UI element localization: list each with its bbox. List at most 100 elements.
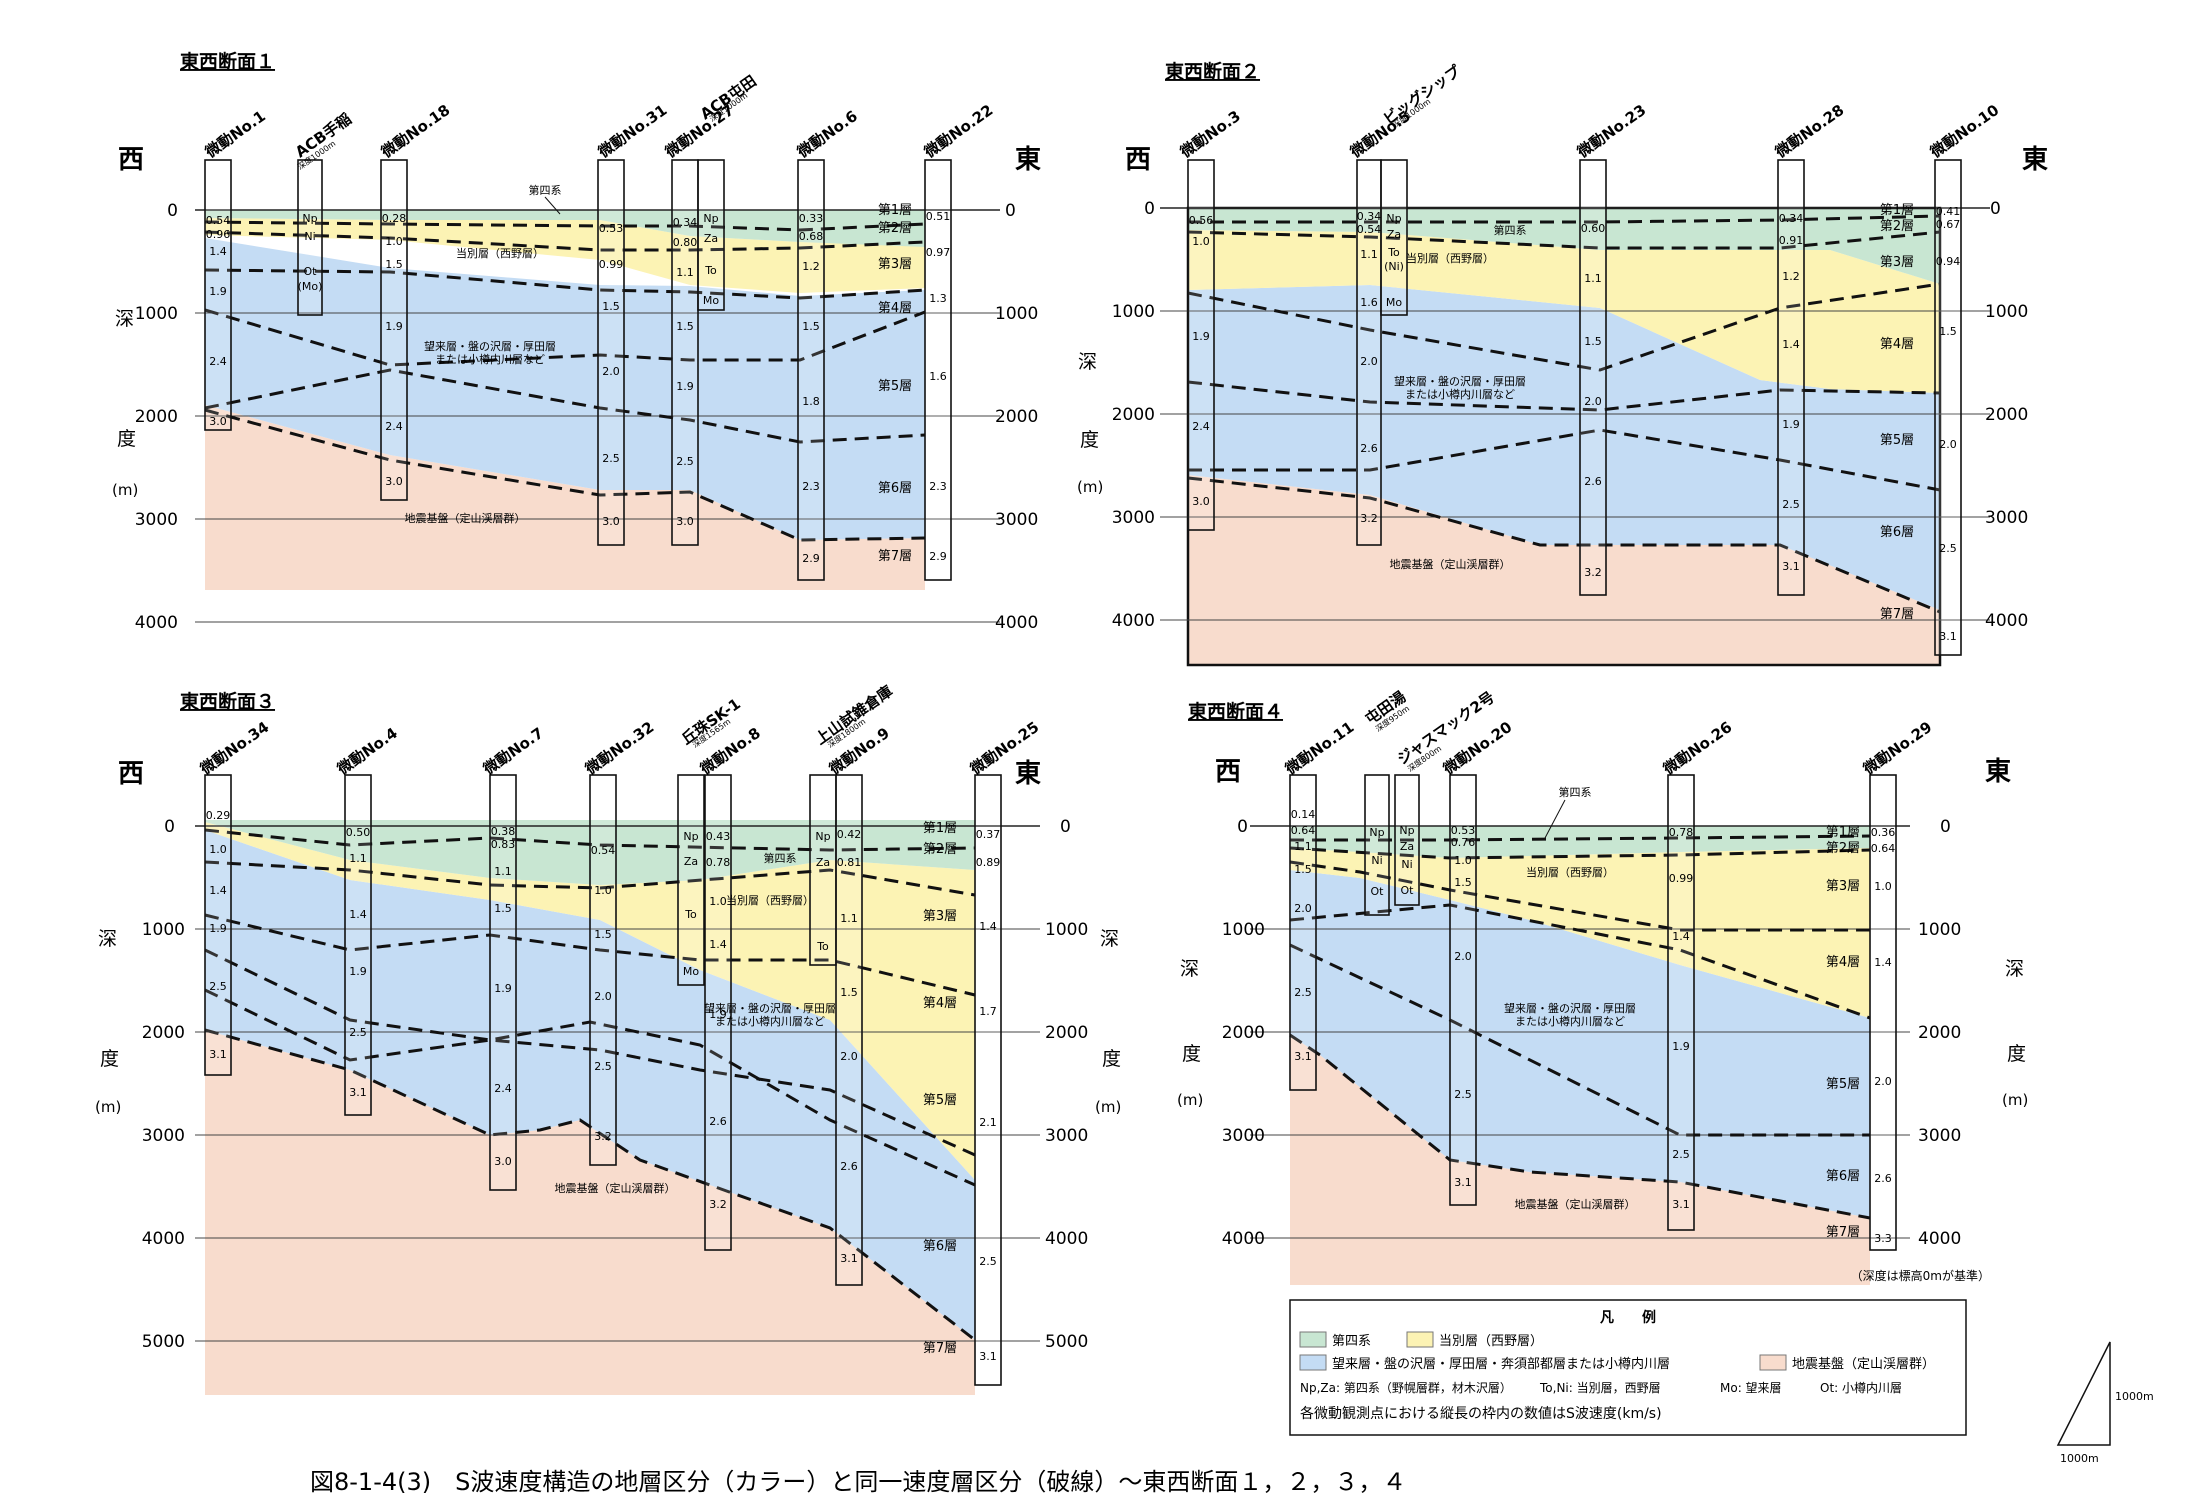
panel-2-vel-6-g: 3.1	[1939, 630, 1957, 643]
panel-3-station-col-9	[974, 774, 1002, 1386]
panel-2-station-col-2	[1356, 159, 1382, 546]
panel-3-vel-3-a: 0.38	[491, 825, 516, 838]
panel-4-ytick-left-0: 0	[1237, 817, 1248, 837]
panel-2-layer-4: 第4層	[1880, 337, 1914, 352]
panel-3-station-2: 微動No.4	[333, 724, 401, 779]
panel-2-station-col-5	[1777, 159, 1805, 596]
panel-2-west: 西	[1125, 145, 1151, 175]
panel-4-layer-7: 第7層	[1826, 1225, 1860, 1240]
legend-abbrev-2: To,Ni: 当別層，西野層	[1539, 1381, 1661, 1395]
panel-3-vel-1-e: 2.5	[209, 980, 227, 993]
panel-2-depth-label-2: 度	[1080, 429, 1099, 451]
panel-1-vel-8-c: 1.3	[929, 292, 947, 305]
scale-vertical-label: 1000m	[2115, 1390, 2154, 1403]
panel-3-vel-8-f: 2.6	[840, 1160, 858, 1173]
panel-1-vel-4-c: 1.5	[602, 300, 620, 313]
panel-4-vel-1-e: 2.0	[1294, 902, 1312, 915]
panel-3-ytick-left-3000: 3000	[142, 1126, 185, 1146]
panel-2-vel-5-d: 1.4	[1782, 338, 1800, 351]
panel-2-vel-6-f: 2.5	[1939, 542, 1957, 555]
panel-3-vel-9-b: 0.89	[976, 856, 1001, 869]
panel-3-vel-3-e: 1.9	[494, 982, 512, 995]
panel-3-vel-6-g: 3.2	[709, 1198, 727, 1211]
panel-4-vel-4-e: 2.0	[1454, 950, 1472, 963]
panel-4-dash-6	[1289, 1033, 1871, 1220]
panel-4-vel-4-a: 0.53	[1451, 824, 1476, 837]
panel-4-depth-unit: (m)	[1177, 1091, 1203, 1109]
panel-1-depth-unit: (m)	[112, 481, 138, 499]
panel-1-vel-7-c: 1.2	[802, 260, 820, 273]
panel-3-vel-8-g: 3.1	[840, 1252, 858, 1265]
panel-3-depth-unit-right: (m)	[1095, 1098, 1121, 1116]
depth-note: （深度は標高0mが基準）	[1851, 1268, 1990, 1283]
panel-4-ytick-left-1000: 1000	[1222, 920, 1265, 940]
panel-4-tobetsu	[1290, 848, 1870, 1018]
panel-1-tobetsu-label: 当別層（西野層）	[456, 246, 544, 260]
panel-2-vel-5-f: 2.5	[1782, 498, 1800, 511]
panel-4-depth-label-1-right: 深	[2005, 958, 2024, 980]
panel-1-ytick-right-4000: 4000	[995, 613, 1038, 633]
panel-1-vel-4-f: 3.0	[602, 515, 620, 528]
panel-1-ytick-right-3000: 3000	[995, 510, 1038, 530]
panel-3-vel-3-g: 3.0	[494, 1155, 512, 1168]
panel-4-station-col-1	[1289, 774, 1317, 1091]
panel-1-code-6-a: Np	[703, 212, 718, 225]
panel-2-dash-2	[1187, 230, 1941, 250]
panel-4-ytick-right-3000: 3000	[1918, 1126, 1961, 1146]
panel-2-ytick-right-0: 0	[1990, 199, 2001, 219]
panel-1-vel-1-a: 0.54	[206, 214, 231, 227]
panel-2-station-4: 微動No.23	[1573, 101, 1649, 162]
panel-4-vel-6-f: 2.6	[1874, 1172, 1892, 1185]
legend-swatch-bokurai	[1299, 1354, 1327, 1371]
panel-2-station-5: 微動No.28	[1771, 101, 1847, 162]
panel-4-quaternary-leader	[1544, 799, 1566, 839]
panel-3-ytick-right-1000: 1000	[1045, 920, 1088, 940]
panel-1-station-col-5	[671, 159, 699, 546]
panel-3-west: 西	[118, 759, 144, 789]
panel-3-vel-8-a: 0.42	[837, 828, 862, 841]
panel-2-basement	[1188, 475, 1940, 665]
panel-4: 東西断面４ 西 東 深 度 (m) 深 度 (m) 0 1000 2000 30…	[1177, 688, 2028, 1285]
panel-1-station-7: 微動No.6	[793, 107, 861, 162]
panel-4-vel-6-c: 1.0	[1874, 880, 1892, 893]
panel-1-ytick-right-1000: 1000	[995, 304, 1038, 324]
panel-1-vel-1-f: 3.0	[209, 415, 227, 428]
panel-2: 東西断面２ 西 東 深 度 (m) 0 1000 2000 3000 4000 …	[1077, 60, 2048, 667]
panel-3-layer-3: 第3層	[923, 909, 957, 924]
panel-3-ytick-right-5000: 5000	[1045, 1332, 1088, 1352]
panel-4-station-6: 微動No.29	[1859, 718, 1935, 779]
legend-box	[1289, 1299, 1967, 1436]
panel-3-station-4: 微動No.32	[581, 718, 657, 779]
panel-1-ytick-left-3000: 3000	[135, 510, 178, 530]
panel-4-layer-3: 第3層	[1826, 879, 1860, 894]
panel-3-vel-6-f: 2.6	[709, 1115, 727, 1128]
legend: 凡 例 第四系 当別層（西野層） 望来層・盤の沢層・厚田層・奔須部都層または小樽…	[1289, 1299, 1967, 1436]
panel-2-vel-2-d: 1.6	[1360, 296, 1378, 309]
panel-3-vel-3-b: 0.83	[491, 838, 516, 851]
legend-abbrev-4: Ot: 小樽内川層	[1820, 1380, 1902, 1395]
panel-3: 東西断面３ 西 東 深 度 (m) 深 度 (m) 0 1000 2000 30…	[95, 682, 1121, 1395]
panel-1-code-6-d: Mo	[703, 294, 719, 307]
panel-2-vel-6-d: 1.5	[1939, 325, 1957, 338]
panel-3-station-col-5	[677, 774, 705, 986]
panel-3-vel-3-c: 1.1	[494, 865, 512, 878]
panel-1-vel-7-f: 2.3	[802, 480, 820, 493]
panel-3-depth-label-2: 度	[100, 1048, 119, 1070]
panel-3-station-col-4	[589, 774, 617, 1166]
panel-1-vel-7-g: 2.9	[802, 552, 820, 565]
panel-2-vel-1-a: 0.56	[1189, 214, 1214, 227]
panel-4-west: 西	[1215, 757, 1241, 787]
legend-label-quaternary: 第四系	[1332, 1334, 1371, 1349]
panel-3-vel-9-g: 3.1	[979, 1350, 997, 1363]
panel-4-quaternary	[1290, 826, 1870, 858]
panel-1-ytick-right-0: 0	[1005, 201, 1016, 221]
panel-2-vel-4-d: 2.0	[1584, 395, 1602, 408]
panel-3-vel-2-c: 1.4	[349, 908, 367, 921]
panel-1-vel-5-e: 1.9	[676, 380, 694, 393]
panel-2-tobetsu-label: 当別層（西野層）	[1406, 251, 1494, 265]
panel-4-vel-4-g: 3.1	[1454, 1176, 1472, 1189]
panel-3-vel-8-b: 0.81	[837, 856, 862, 869]
panel-2-bokurai	[1188, 285, 1940, 610]
panel-4-vel-5-d: 1.9	[1672, 1040, 1690, 1053]
panel-4-vel-6-b: 0.64	[1871, 842, 1896, 855]
